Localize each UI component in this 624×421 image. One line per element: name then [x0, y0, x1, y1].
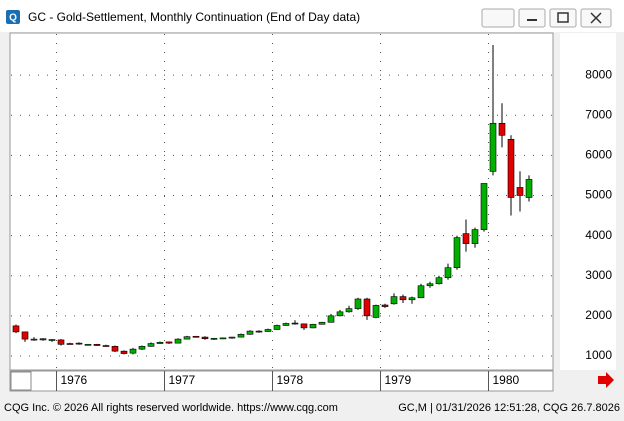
app-icon [6, 10, 20, 24]
candle-body [408, 297, 416, 301]
y-tick-label: 5000 [585, 188, 612, 202]
copyright: CQG Inc. © 2026 All rights reserved worl… [4, 402, 338, 414]
candle-body [84, 344, 92, 346]
candle-body [21, 331, 29, 340]
candle-body [336, 311, 344, 317]
status-info: GC,M | 01/31/2026 12:51:28, CQG 26.7.802… [398, 402, 620, 414]
candle-body [228, 336, 236, 339]
candle-body [273, 325, 281, 330]
y-tick-label: 6000 [585, 148, 612, 162]
x-axis-area [9, 370, 554, 392]
candle-body [525, 179, 533, 198]
window-title: GC - Gold-Settlement, Monthly Continuati… [28, 10, 360, 24]
candle-body [219, 337, 227, 340]
link-button[interactable] [481, 8, 515, 28]
candle-body [309, 323, 317, 329]
candle-body [372, 305, 380, 318]
candle-body [165, 341, 173, 344]
x-tick-label: 1980 [493, 373, 520, 387]
candle-body [282, 323, 290, 326]
candle-body [138, 346, 146, 350]
app-icon-letter: Q [9, 13, 17, 24]
candle-body [507, 139, 515, 198]
y-tick-label: 2000 [585, 308, 612, 322]
plot-area [9, 32, 554, 371]
candle-body [201, 336, 209, 340]
x-tick-label: 1976 [61, 373, 88, 387]
candle-body [300, 323, 308, 329]
candle-body [471, 229, 479, 244]
candle-body [480, 183, 488, 230]
candle-body [12, 325, 20, 333]
candle-body [363, 298, 371, 317]
candle-body [255, 330, 263, 333]
candle-body [417, 285, 425, 299]
candle-body [426, 283, 434, 287]
candle-body [381, 304, 389, 307]
maximize-icon [557, 12, 569, 23]
candle-body [156, 342, 164, 344]
y-tick-label: 4000 [585, 228, 612, 242]
candle-body [291, 322, 299, 325]
candle-body [75, 342, 83, 345]
maximize-button[interactable] [549, 8, 577, 28]
candle-body [264, 329, 272, 332]
candle-body [192, 335, 200, 338]
candle-body [516, 187, 524, 196]
candle-body [345, 308, 353, 313]
close-icon [590, 12, 602, 24]
candle-body [489, 122, 497, 172]
y-tick-label: 3000 [585, 268, 612, 282]
candle-body [57, 339, 65, 345]
minimize-button[interactable] [518, 8, 546, 28]
candle-body [129, 348, 137, 354]
y-tick-label: 7000 [585, 107, 612, 121]
candle-body [237, 333, 245, 338]
candle-body [93, 344, 101, 346]
y-tick-label: 8000 [585, 67, 612, 81]
candle-body [318, 321, 326, 325]
candle-body [246, 330, 254, 335]
candle-body [120, 350, 128, 354]
candle-body [174, 338, 182, 344]
candle-body [39, 338, 47, 341]
candle-body [498, 122, 506, 136]
candle-body [354, 298, 362, 309]
chart: 1000 2000 3000 4000 5000 6000 7000 8000 1976 1977… [11, 34, 612, 391]
candle-body [390, 296, 398, 305]
candle-body [462, 233, 470, 244]
x-tick-label: 1979 [385, 373, 412, 387]
candle-body [147, 343, 155, 347]
candle-body [111, 346, 119, 352]
candle-body [210, 338, 218, 340]
candle-body [30, 338, 38, 341]
candle-body [399, 296, 407, 301]
x-tick-label: 1978 [277, 373, 304, 387]
scroll-box[interactable] [10, 371, 32, 391]
y-axis-area [560, 33, 616, 370]
candle-body [102, 345, 110, 347]
candle-body [435, 277, 443, 285]
candle-body [453, 237, 461, 268]
scroll-right-arrow[interactable] [598, 372, 614, 388]
candle-body [444, 267, 452, 279]
candle-body [66, 343, 74, 345]
y-tick-label: 1000 [585, 348, 612, 362]
candle-body [183, 336, 191, 340]
candle-body [327, 315, 335, 323]
x-tick-label: 1977 [169, 373, 196, 387]
candle-body [48, 339, 56, 341]
